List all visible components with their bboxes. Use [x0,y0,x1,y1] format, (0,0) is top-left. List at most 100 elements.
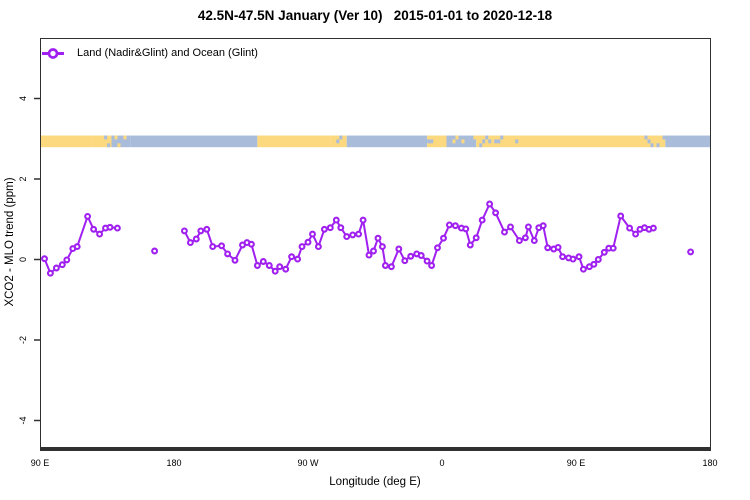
data-point [521,234,529,242]
data-point [428,262,436,269]
data-point [539,222,547,230]
map-strip-speckle [494,139,498,144]
data-point [365,251,373,259]
data-point [395,245,403,253]
map-strip-segment [644,135,666,148]
map-strip-speckle [647,139,651,144]
data-point [186,239,194,247]
map-strip-speckle [473,135,477,140]
data-point [90,225,98,233]
legend-marker [47,48,59,59]
x-axis-title: Longitude (deg E) [329,476,421,488]
data-point [320,225,328,233]
map-strip-segment [92,135,112,148]
data-point [298,243,306,251]
data-point [332,216,340,224]
data-point [569,255,577,263]
map-strip-segment [665,135,710,148]
map-strip-speckle [515,139,519,144]
data-point [544,244,552,252]
data-point [113,224,121,232]
map-strip-segment [519,135,645,148]
data-point [472,234,480,242]
x-tick-label: 180 [702,458,717,468]
data-point [355,230,363,238]
data-point [501,228,508,236]
data-point [451,222,459,230]
data-point [617,212,625,220]
data-point [401,257,409,265]
data-point [58,261,66,269]
map-strip-speckle [488,139,492,144]
map-strip-speckle [479,143,483,148]
data-point [407,252,415,260]
data-point [180,227,188,235]
data-point [259,258,267,265]
y-axis-title: XCO2 - MLO trend (ppm) [4,177,16,307]
data-point [378,243,386,251]
data-point [265,262,273,269]
data-point [247,240,255,248]
data-point [106,223,114,231]
x-tick-label: 180 [166,458,181,468]
series-line [183,203,655,273]
data-point [197,227,205,235]
data-point [253,262,261,269]
data-point [41,255,48,263]
x-tick-label: 90 W [297,458,319,468]
map-strip-speckle [339,135,343,140]
data-point [434,244,441,252]
map-strip-speckle [123,135,127,140]
data-point [46,269,54,277]
data-point [466,241,474,249]
data-point [417,252,425,259]
y-tick-label: 2 [18,176,28,181]
data-point [288,253,296,261]
map-strip-speckle [336,139,340,144]
data-point [440,234,447,242]
data-point [626,224,634,232]
y-tick-label: 4 [18,96,28,101]
map-strip-speckle [662,135,666,140]
data-point [359,216,367,224]
data-point [370,247,377,255]
map-strip-speckle [485,135,489,140]
map-strip-speckle [107,143,111,148]
map-strip-speckle [497,139,501,144]
plot-border [40,38,711,448]
data-point [314,243,322,251]
chart-title: 42.5N-47.5N January (Ver 10) 2015-01-01 … [197,8,553,23]
data-point [579,265,587,273]
data-point [492,209,500,217]
data-point [209,243,217,251]
map-strip-speckle [430,139,434,144]
x-tick-label: 90 E [31,458,50,468]
data-point [632,230,640,238]
data-point [63,256,71,264]
y-tick-label: -4 [18,416,28,424]
map-strip-speckle [482,139,486,144]
map-strip-speckle [452,139,456,144]
map-strip-segment [446,135,477,148]
data-point [96,230,104,238]
y-tick-label: 0 [18,257,28,262]
data-point [349,231,357,239]
data-point [687,248,695,256]
data-point [590,260,598,268]
data-point [478,216,486,224]
map-strip-segment [346,135,428,148]
data-point [231,256,239,264]
data-point [326,224,334,232]
map-strip-segment [111,135,131,148]
data-point [486,200,494,208]
data-point [559,253,567,261]
data-point [52,264,60,272]
map-strip-segment [427,135,447,148]
data-point [294,255,302,263]
data-point [575,253,583,261]
data-point [423,257,431,265]
map-strip-speckle [455,135,459,140]
data-point [649,224,657,232]
